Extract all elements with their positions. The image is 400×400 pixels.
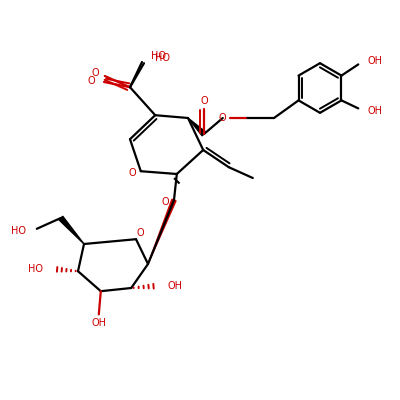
Text: A: A xyxy=(78,76,84,86)
Text: OH: OH xyxy=(168,281,183,291)
Text: OH: OH xyxy=(91,318,106,328)
Text: HO: HO xyxy=(11,226,26,236)
Text: O: O xyxy=(87,76,95,86)
Text: O: O xyxy=(200,96,208,106)
Text: O: O xyxy=(91,68,99,78)
Text: O: O xyxy=(137,228,145,238)
Text: O: O xyxy=(161,197,169,207)
Text: O: O xyxy=(128,168,136,178)
Text: HO: HO xyxy=(155,54,170,64)
Text: O: O xyxy=(219,113,227,123)
Polygon shape xyxy=(59,216,84,244)
Text: HO: HO xyxy=(151,51,166,61)
Polygon shape xyxy=(148,199,176,264)
Text: OH: OH xyxy=(368,106,382,116)
Text: HO: HO xyxy=(28,264,43,274)
Polygon shape xyxy=(188,118,206,136)
Text: OH: OH xyxy=(368,56,382,66)
